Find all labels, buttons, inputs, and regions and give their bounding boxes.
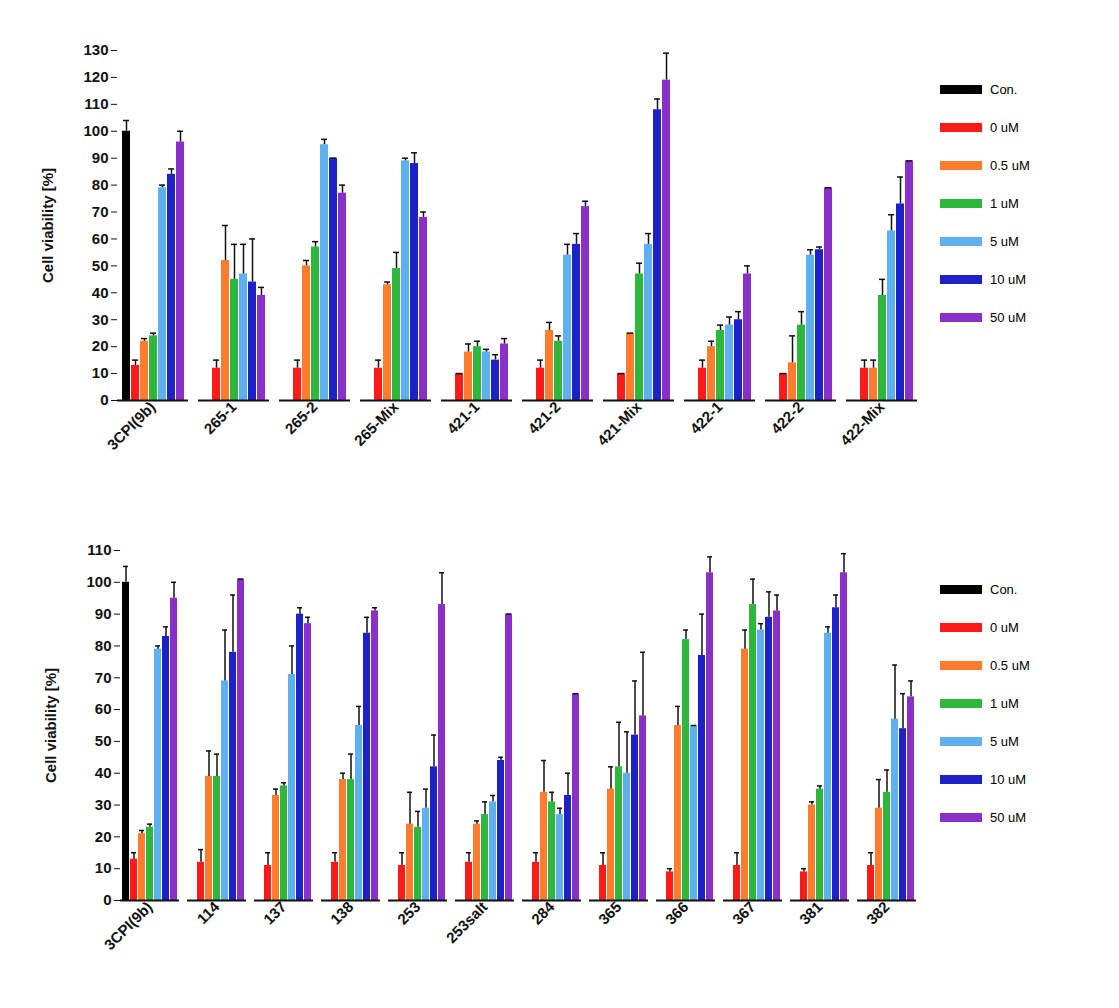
- html-text:0.5 uM: 0.5 uM: [990, 157, 1030, 173]
- svg-text:130: 130: [83, 41, 108, 58]
- svg-text:70: 70: [95, 669, 112, 686]
- html-text:1 uM: 1 uM: [990, 195, 1019, 211]
- svg-text:70: 70: [92, 203, 109, 220]
- svg-text:114: 114: [193, 898, 223, 928]
- svg-text:366: 366: [662, 898, 692, 928]
- html-text:1 uM: 1 uM: [990, 695, 1019, 711]
- svg-text:50: 50: [95, 732, 112, 749]
- svg-text:Cell viability [%]: Cell viability [%]: [39, 168, 56, 283]
- svg-text:421-1: 421-1: [443, 398, 482, 437]
- svg-text:421-Mix: 421-Mix: [594, 398, 645, 449]
- svg-text:Cell viability [%]: Cell viability [%]: [42, 668, 59, 783]
- svg-text:100: 100: [86, 573, 111, 590]
- svg-text:0: 0: [103, 891, 111, 908]
- html-text:10 uM: 10 uM: [990, 271, 1027, 287]
- svg-text:80: 80: [95, 637, 112, 654]
- html-text:Con.: Con.: [990, 81, 1018, 97]
- svg-text:422-2: 422-2: [767, 398, 806, 437]
- svg-text:30: 30: [92, 311, 109, 328]
- html-text:50 uM: 50 uM: [990, 309, 1027, 325]
- svg-text:90: 90: [95, 605, 112, 622]
- html-text:5 uM: 5 uM: [990, 733, 1019, 749]
- svg-text:367: 367: [729, 898, 759, 928]
- html-text:Con.: Con.: [990, 581, 1018, 597]
- html-text:50 uM: 50 uM: [990, 809, 1027, 825]
- svg-text:60: 60: [92, 230, 109, 247]
- svg-text:40: 40: [92, 284, 109, 301]
- svg-text:253salt: 253salt: [443, 898, 491, 946]
- svg-text:90: 90: [92, 149, 109, 166]
- svg-text:422-Mix: 422-Mix: [837, 398, 888, 449]
- svg-text:100: 100: [83, 122, 108, 139]
- html-text:0.5 uM: 0.5 uM: [990, 657, 1030, 673]
- svg-text:421-2: 421-2: [524, 398, 563, 437]
- svg-text:3CPI(9b): 3CPI(9b): [103, 398, 158, 453]
- svg-text:20: 20: [95, 828, 112, 845]
- html-text:10 uM: 10 uM: [990, 771, 1027, 787]
- svg-text:265-1: 265-1: [200, 398, 239, 437]
- svg-text:3CPI(9b): 3CPI(9b): [100, 898, 155, 953]
- svg-text:138: 138: [327, 898, 357, 928]
- html-text:0 uM: 0 uM: [990, 119, 1019, 135]
- svg-text:10: 10: [92, 364, 109, 381]
- svg-text:0: 0: [100, 391, 108, 408]
- svg-text:10: 10: [95, 859, 112, 876]
- svg-text:110: 110: [87, 541, 111, 558]
- svg-text:60: 60: [95, 700, 112, 717]
- svg-text:80: 80: [92, 176, 109, 193]
- svg-text:381: 381: [796, 898, 826, 928]
- svg-text:365: 365: [595, 898, 625, 928]
- svg-text:20: 20: [92, 337, 109, 354]
- html-text:0 uM: 0 uM: [990, 619, 1019, 635]
- svg-text:50: 50: [92, 257, 109, 274]
- svg-text:422-1: 422-1: [686, 398, 725, 437]
- svg-text:284: 284: [528, 898, 558, 928]
- svg-text:265-2: 265-2: [281, 398, 320, 437]
- svg-text:40: 40: [95, 764, 112, 781]
- html-text:5 uM: 5 uM: [990, 233, 1019, 249]
- svg-text:253: 253: [394, 898, 424, 928]
- svg-text:382: 382: [863, 898, 893, 928]
- svg-text:120: 120: [83, 68, 108, 85]
- svg-text:110: 110: [84, 95, 108, 112]
- svg-text:30: 30: [95, 796, 112, 813]
- svg-text:265-Mix: 265-Mix: [351, 398, 402, 449]
- svg-text:137: 137: [260, 898, 290, 928]
